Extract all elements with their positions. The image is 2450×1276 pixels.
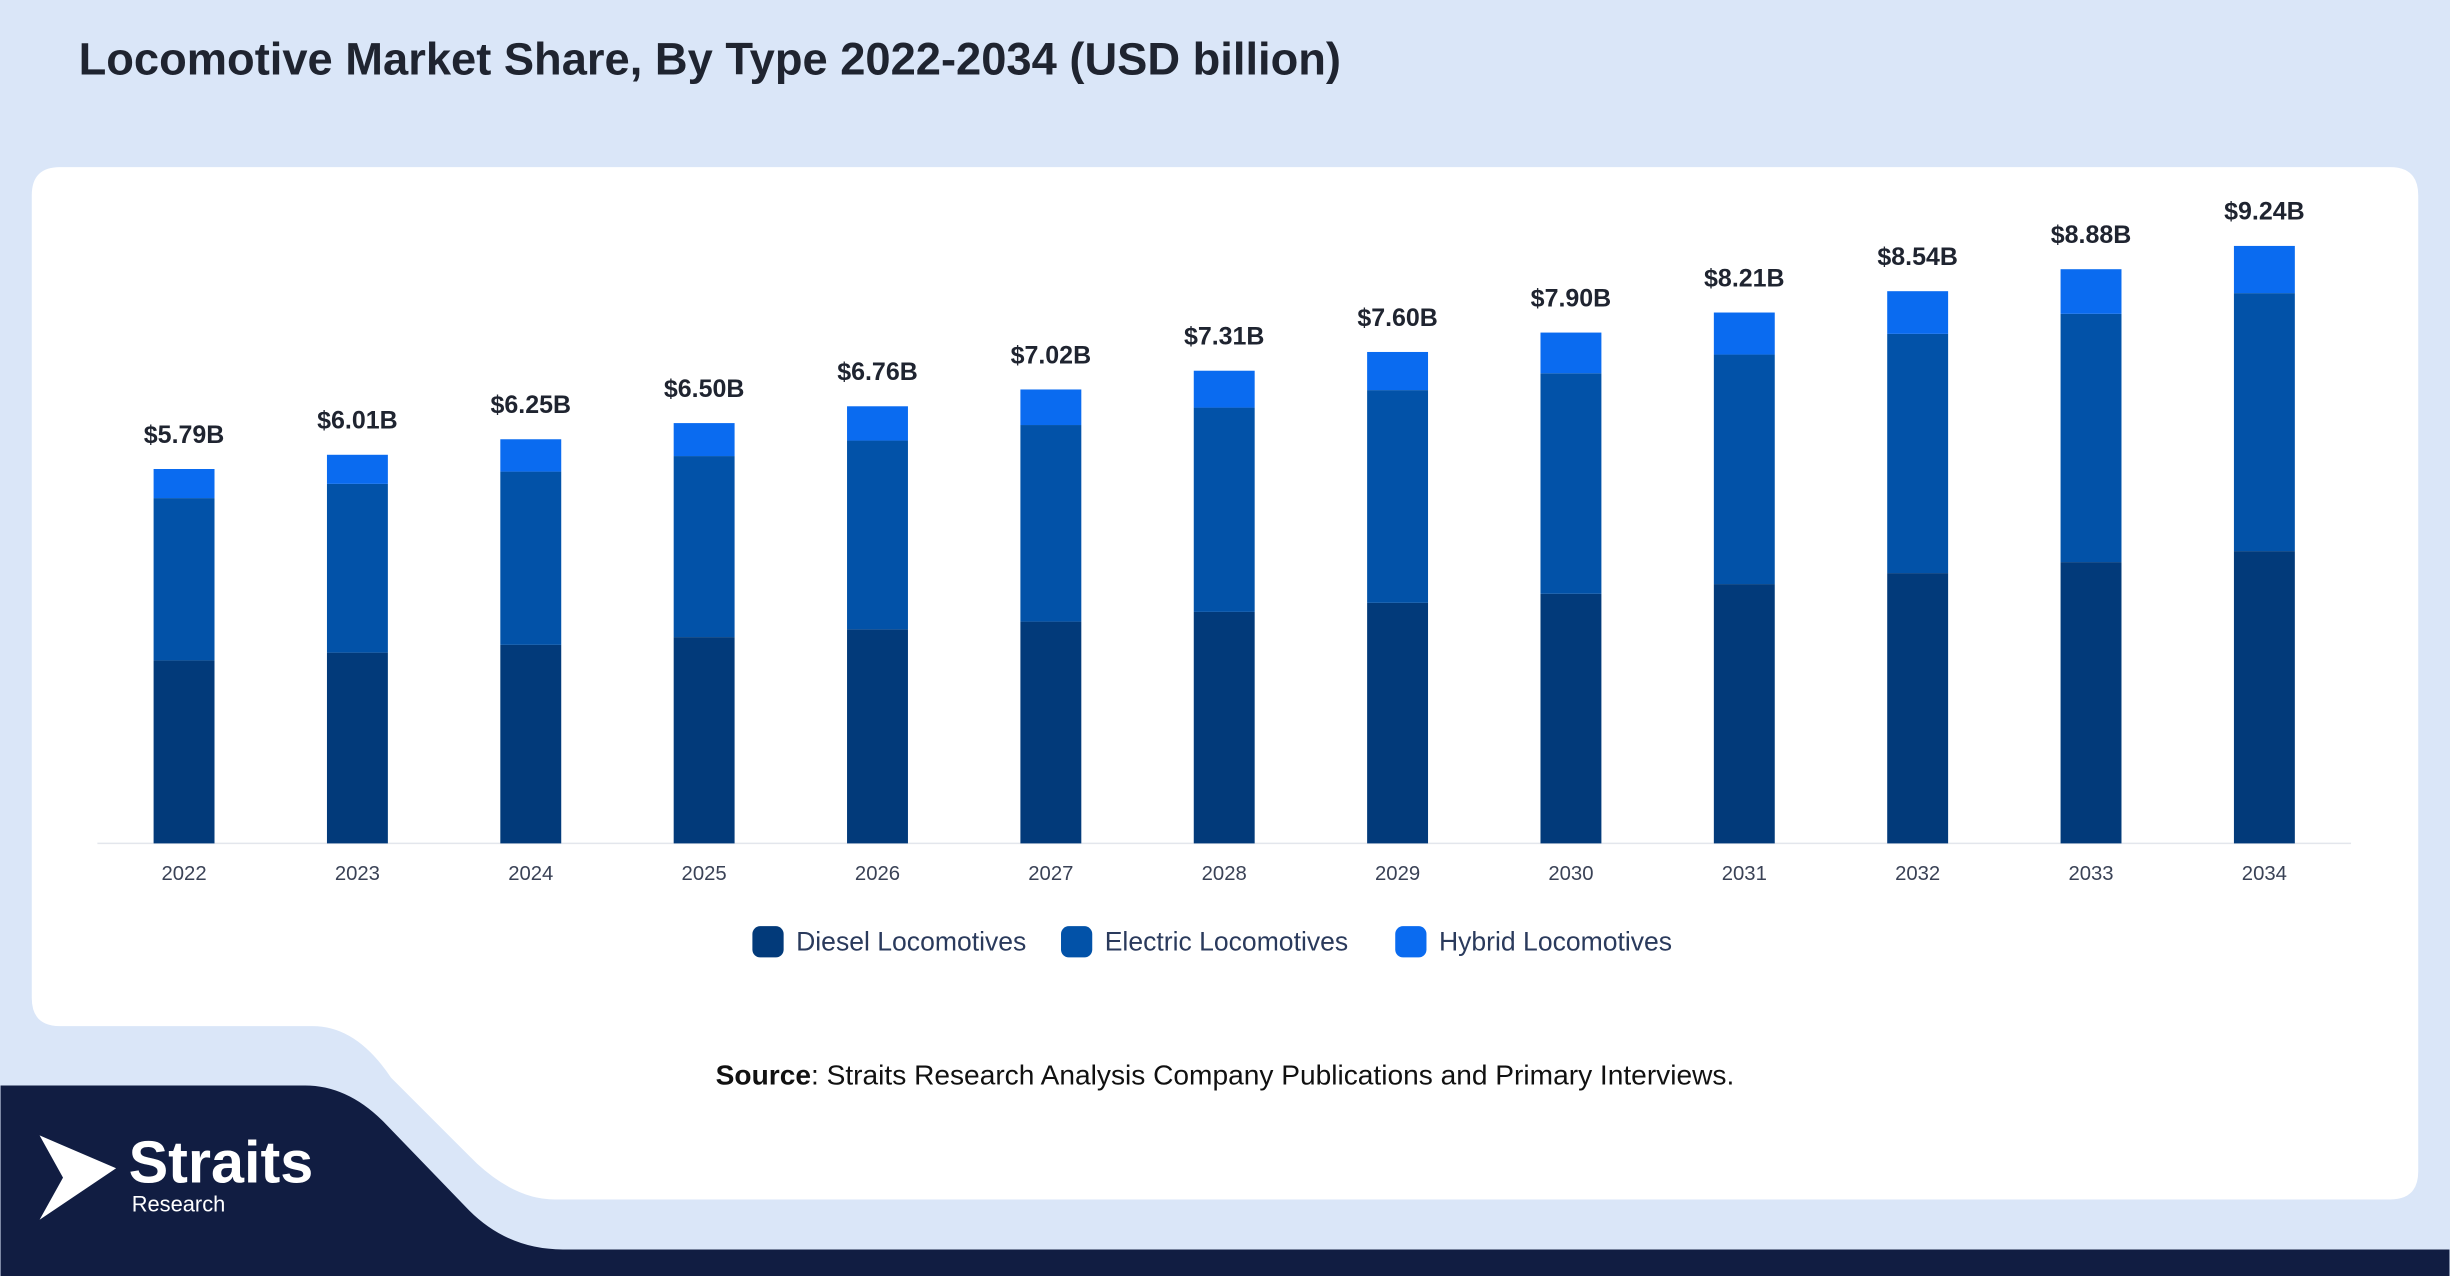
total-label: $6.76B <box>837 358 918 386</box>
bar-segment <box>500 471 562 645</box>
bar-segment <box>153 498 215 661</box>
bar-segment <box>2233 293 2295 552</box>
bar-segment <box>673 637 735 844</box>
legend-label: Diesel Locomotives <box>796 926 1026 956</box>
total-label: $6.50B <box>664 375 745 403</box>
bar-segment <box>1540 593 1602 844</box>
logo-name: Straits <box>129 1128 314 1195</box>
bar-segment <box>1713 584 1775 844</box>
source: Source: Straits Research Analysis Compan… <box>716 1060 1735 1091</box>
bar-segment <box>847 629 908 844</box>
x-tick-label: 2030 <box>1548 863 1593 885</box>
legend-swatch <box>752 926 784 958</box>
total-label: $7.02B <box>1011 341 1092 369</box>
bar-segment <box>1713 354 1775 585</box>
total-label: $7.31B <box>1184 323 1265 351</box>
bar-segment <box>326 454 388 484</box>
x-tick-label: 2028 <box>1202 863 1247 885</box>
bar-segment <box>326 652 388 844</box>
legend-label: Electric Locomotives <box>1105 926 1348 956</box>
x-tick-label: 2023 <box>335 863 380 885</box>
total-label: $9.24B <box>2224 198 2305 226</box>
x-tick-label: 2031 <box>1722 863 1767 885</box>
bar-segment <box>500 439 562 472</box>
source-label: Source <box>716 1060 811 1091</box>
total-label: $6.25B <box>491 391 572 419</box>
bar-segment <box>1193 611 1255 844</box>
total-label: $5.79B <box>144 421 225 449</box>
source-text: : Straits Research Analysis Company Publ… <box>811 1060 1734 1091</box>
bar-segment <box>1367 390 1429 603</box>
bar-segment <box>1540 373 1602 594</box>
bar-segment <box>326 483 388 653</box>
total-label: $8.54B <box>1877 243 1958 271</box>
bar-segment <box>153 660 215 844</box>
x-tick-label: 2024 <box>508 863 553 885</box>
bar-segment <box>1367 602 1429 844</box>
bar-segment <box>2060 562 2122 844</box>
logo-icon <box>39 1135 117 1220</box>
bar-segment <box>1193 370 1255 408</box>
x-tick-label: 2025 <box>682 863 727 885</box>
bar-segment <box>2233 551 2295 844</box>
legend-label: Hybrid Locomotives <box>1439 926 1672 956</box>
x-tick-label: 2027 <box>1028 863 1073 885</box>
footer-band <box>0 1085 2450 1276</box>
legend-swatch <box>1061 926 1093 958</box>
total-label: $8.88B <box>2051 221 2132 249</box>
bar-segment <box>673 423 735 457</box>
bar-segment <box>847 440 908 630</box>
bar-segment <box>847 406 908 441</box>
bar-segment <box>2233 245 2295 294</box>
x-tick-label: 2034 <box>2242 863 2287 885</box>
bar-segment <box>1020 621 1082 844</box>
total-label: $8.21B <box>1704 264 1785 292</box>
bar-segment <box>1887 333 1949 574</box>
x-tick-label: 2022 <box>161 863 206 885</box>
x-tick-label: 2033 <box>2068 863 2113 885</box>
logo-tagline: Research <box>132 1191 226 1216</box>
bar-segment <box>673 456 735 638</box>
legend-swatch <box>1395 926 1427 958</box>
bar-segment <box>2060 269 2122 314</box>
bar-segment <box>500 644 562 844</box>
bar-segment <box>1540 332 1602 374</box>
bar-segment <box>1020 425 1082 622</box>
bar-segment <box>1887 291 1949 334</box>
total-label: $6.01B <box>317 407 398 435</box>
bar-segment <box>1713 312 1775 355</box>
total-label: $7.60B <box>1357 304 1438 332</box>
bar-segment <box>1887 573 1949 844</box>
x-tick-label: 2032 <box>1895 863 1940 885</box>
x-tick-label: 2029 <box>1375 863 1420 885</box>
bar-segment <box>153 469 215 499</box>
x-tick-label: 2026 <box>855 863 900 885</box>
total-label: $7.90B <box>1531 284 1612 312</box>
bar-segment <box>1193 407 1255 612</box>
bar-segment <box>2060 313 2122 563</box>
bar-segment <box>1367 351 1429 391</box>
chart-title: Locomotive Market Share, By Type 2022-20… <box>79 33 1341 84</box>
bar-segment <box>1020 389 1082 426</box>
